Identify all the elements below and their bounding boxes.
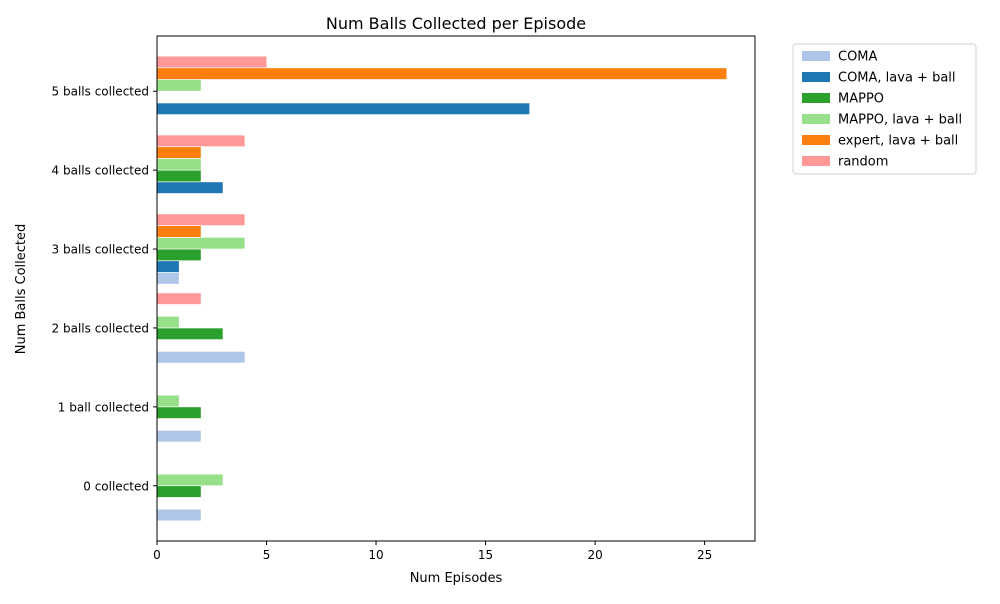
bar-1-5	[157, 103, 530, 115]
bar-5-2	[157, 293, 201, 305]
bar-0-1	[157, 430, 201, 442]
bar-4-4	[157, 147, 201, 159]
bar-3-3	[157, 237, 245, 249]
chart-title: Num Balls Collected per Episode	[326, 14, 586, 33]
legend-label: expert, lava + ball	[838, 134, 958, 149]
legend-label: COMA, lava + ball	[838, 71, 956, 86]
bar-0-2	[157, 351, 245, 363]
bar-3-2	[157, 316, 179, 328]
y-tick-label: 2 balls collected	[52, 321, 149, 335]
bar-1-4	[157, 182, 223, 194]
legend: COMA COMA, lava + ball MAPPO MAPPO, lava + …	[792, 43, 977, 175]
x-tick-label: 20	[587, 548, 602, 562]
bar-3-4	[157, 158, 201, 170]
legend-swatch	[802, 156, 830, 166]
legend-frame	[792, 43, 977, 175]
y-tick-label: 4 balls collected	[52, 164, 149, 178]
legend-label: MAPPO	[838, 92, 884, 107]
x-axis-label: Num Episodes	[410, 571, 503, 586]
y-tick-label: 5 balls collected	[52, 85, 149, 99]
x-tick-label: 25	[697, 548, 712, 562]
bar-1-3	[157, 261, 179, 273]
bar-3-0	[157, 474, 223, 486]
bars	[157, 56, 727, 521]
y-tick-label: 3 balls collected	[52, 243, 149, 257]
bar-4-3	[157, 225, 201, 237]
bar-0-0	[157, 509, 201, 521]
bar-5-3	[157, 214, 245, 226]
bar-2-1	[157, 407, 201, 419]
bar-5-5	[157, 56, 267, 68]
bar-2-2	[157, 328, 223, 340]
bar-3-5	[157, 79, 201, 91]
x-tick-label: 15	[478, 548, 493, 562]
bar-2-4	[157, 170, 201, 182]
x-ticks: 0 5 10 15 20 25	[153, 541, 712, 562]
legend-swatch	[802, 114, 830, 124]
bar-3-1	[157, 395, 179, 407]
bar-2-3	[157, 249, 201, 261]
plot-frame	[156, 35, 756, 542]
y-tick-label: 0 collected	[83, 479, 149, 493]
legend-label: MAPPO, lava + ball	[838, 113, 962, 128]
legend-swatch	[802, 93, 830, 103]
x-tick-label: 0	[153, 548, 161, 562]
bar-0-3	[157, 272, 179, 284]
bar-5-4	[157, 135, 245, 147]
bar-2-0	[157, 486, 201, 498]
x-tick-label: 5	[263, 548, 271, 562]
y-ticks: 0 collected 1 ball collected 2 balls colle…	[52, 85, 157, 493]
x-tick-label: 10	[368, 548, 383, 562]
legend-label: COMA	[838, 50, 878, 65]
legend-swatch	[802, 135, 830, 145]
bar-4-5	[157, 68, 727, 80]
legend-swatch	[802, 51, 830, 61]
legend-swatch	[802, 72, 830, 82]
y-tick-label: 1 ball collected	[58, 400, 149, 414]
legend-label: random	[838, 155, 888, 170]
y-axis-label: Num Balls Collected	[14, 224, 29, 355]
